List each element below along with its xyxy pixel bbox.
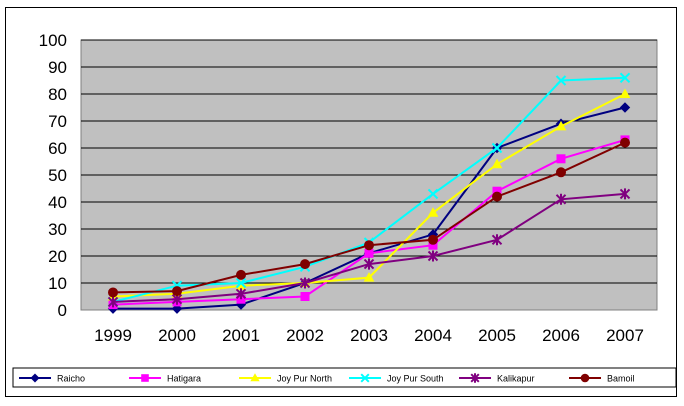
legend-label-kalikapur: Kalikapur (497, 374, 535, 384)
legend-item-raicho: Raicho (19, 373, 85, 384)
y-tick-label-90: 90 (48, 58, 67, 77)
y-tick-label-100: 100 (39, 31, 67, 50)
data-point-kalikapur-1999 (107, 296, 119, 308)
data-point-bamoil-2002 (300, 259, 310, 270)
y-tick-label-70: 70 (48, 112, 67, 131)
legend-marker-joy-pur-south (360, 373, 370, 383)
y-axis-tick-labels: 0 10 20 30 40 50 60 70 80 90 100 (39, 31, 67, 320)
series-bamoil (108, 137, 630, 298)
data-point-joy-pur-south-2005 (491, 142, 503, 154)
data-point-kalikapur-2002 (299, 277, 311, 289)
legend-item-hatigara: Hatigara (129, 374, 201, 384)
legend-item-joy-pur-south: Joy Pur South (349, 373, 444, 384)
y-tick-label-30: 30 (48, 220, 67, 239)
data-point-joy-pur-south-2001 (235, 277, 247, 289)
data-point-hatigara-2006 (556, 154, 566, 164)
data-point-joy-pur-north-2005 (491, 158, 503, 169)
legend-label-bamoil: Bamoil (607, 374, 635, 384)
y-tick-label-80: 80 (48, 85, 67, 104)
data-point-hatigara-2003 (364, 248, 374, 258)
x-tick-label-1999: 1999 (94, 326, 132, 345)
x-tick-label-2004: 2004 (414, 326, 452, 345)
legend-marker-hatigara (141, 374, 149, 382)
data-point-kalikapur-2005 (491, 234, 503, 246)
data-point-bamoil-2006 (556, 167, 566, 178)
data-point-joy-pur-north-2006 (555, 120, 567, 131)
data-point-bamoil-2005 (492, 191, 502, 202)
series-kalikapur (107, 188, 631, 308)
data-point-hatigara-2002 (300, 292, 310, 301)
data-point-bamoil-2007 (620, 137, 630, 148)
data-point-joy-pur-north-2003 (363, 272, 375, 282)
x-tick-label-2007: 2007 (606, 326, 644, 345)
data-point-bamoil-2000 (172, 286, 182, 297)
legend-label-hatigara: Hatigara (167, 374, 201, 384)
data-point-kalikapur-2001 (235, 288, 247, 300)
data-point-joy-pur-south-2004 (427, 188, 439, 200)
data-point-joy-pur-north-2007 (619, 88, 631, 98)
x-tick-label-2001: 2001 (222, 326, 260, 345)
legend-box (12, 367, 677, 388)
x-tick-label-2002: 2002 (286, 326, 324, 345)
data-point-joy-pur-south-2006 (555, 75, 567, 86)
data-point-bamoil-1999 (108, 287, 118, 298)
data-point-kalikapur-2003 (363, 258, 375, 270)
y-tick-label-50: 50 (48, 166, 67, 185)
data-point-bamoil-2004 (428, 234, 438, 245)
legend-label-joy-pur-south: Joy Pur South (387, 374, 444, 384)
legend-item-kalikapur: Kalikapur (459, 373, 535, 384)
x-tick-label-2003: 2003 (350, 326, 388, 345)
y-tick-label-60: 60 (48, 139, 67, 158)
legend-item-bamoil: Bamoil (569, 374, 635, 384)
legend-marker-joy-pur-north (250, 373, 260, 382)
legend-label-joy-pur-north: Joy Pur North (277, 374, 332, 384)
legend-label-raicho: Raicho (57, 374, 85, 384)
y-tick-label-40: 40 (48, 193, 67, 212)
data-point-kalikapur-2004 (427, 250, 439, 262)
data-point-kalikapur-2006 (555, 193, 567, 205)
y-tick-label-20: 20 (48, 247, 67, 266)
data-point-bamoil-2003 (364, 240, 374, 251)
series-layer (107, 72, 631, 314)
x-tick-label-2005: 2005 (478, 326, 516, 345)
x-tick-label-2000: 2000 (158, 326, 196, 345)
data-point-bamoil-2001 (236, 269, 246, 280)
legend: Raicho Hatigara Joy Pur North Joy Pur South… (19, 373, 635, 384)
y-tick-label-10: 10 (48, 274, 67, 293)
data-point-kalikapur-2007 (619, 188, 631, 200)
x-axis-tick-labels: 1999 2000 2001 2002 2003 2004 2005 2006 2007 (94, 326, 644, 345)
data-point-raicho-2007 (619, 102, 631, 113)
legend-marker-bamoil (580, 373, 590, 383)
legend-marker-raicho (30, 373, 40, 383)
data-point-joy-pur-north-2004 (427, 207, 439, 217)
legend-marker-kalikapur (470, 373, 480, 383)
data-point-joy-pur-south-2007 (619, 72, 631, 84)
x-tick-label-2006: 2006 (542, 326, 580, 345)
y-tick-label-0: 0 (58, 301, 67, 320)
legend-item-joy-pur-north: Joy Pur North (239, 373, 332, 384)
